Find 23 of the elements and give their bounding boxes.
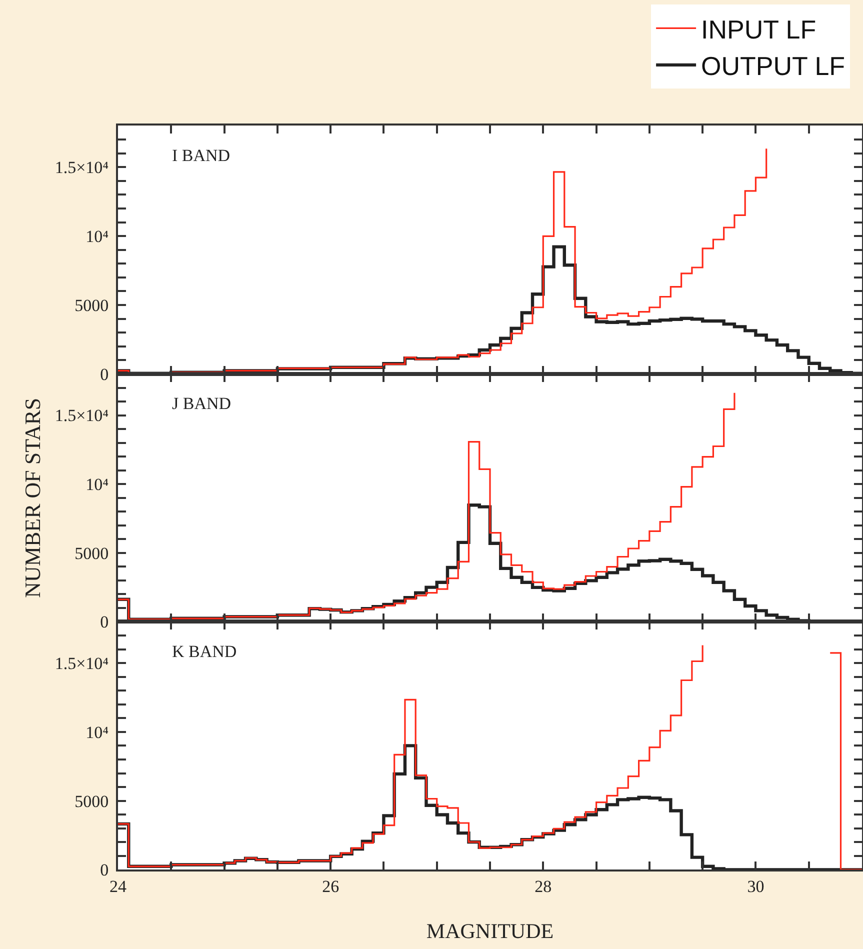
annotation: K BAND: [172, 642, 237, 661]
y-tick-label: 10⁴: [86, 722, 109, 742]
y-tick-label: 5000: [74, 296, 109, 315]
x-tick-label: 26: [322, 877, 340, 896]
y-tick-label: 1.5×10⁴: [54, 406, 109, 426]
annotation: I BAND: [172, 146, 230, 165]
y-tick-label: 0: [100, 860, 109, 880]
y-tick-label: 0: [100, 612, 109, 632]
x-tick-label: 30: [747, 877, 764, 896]
legend-label: OUTPUT LF: [701, 51, 846, 82]
legend-label: INPUT LF: [701, 14, 816, 44]
annotation: J BAND: [172, 394, 232, 413]
y-tick-label: 10⁴: [86, 227, 109, 246]
y-axis-title: NUMBER OF STARS: [20, 398, 46, 598]
y-tick-label: 10⁴: [86, 475, 109, 494]
y-tick-label: 5000: [74, 792, 109, 811]
y-tick-label: 1.5×10⁴: [54, 158, 109, 178]
x-tick-label: 28: [534, 877, 552, 896]
y-tick-label: 5000: [74, 544, 109, 563]
x-axis-title: MAGNITUDE: [426, 918, 554, 943]
y-tick-label: 1.5×10⁴: [54, 654, 109, 673]
x-tick-label: 24: [110, 877, 127, 896]
y-tick-label: 0: [100, 364, 109, 384]
